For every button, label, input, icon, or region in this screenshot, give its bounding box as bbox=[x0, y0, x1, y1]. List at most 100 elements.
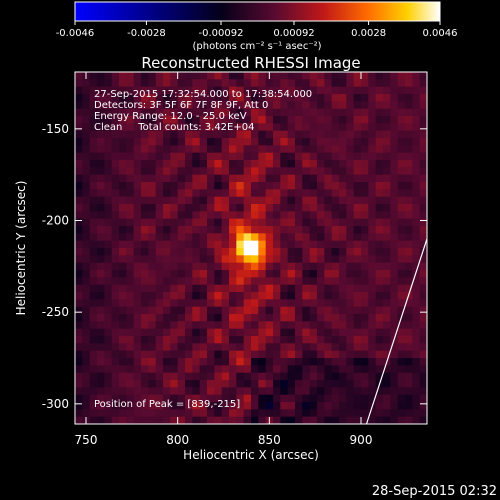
heatmap-cell bbox=[133, 409, 142, 418]
heatmap-cell bbox=[199, 211, 208, 220]
y-axis-ticks: -150-200-250-300 bbox=[42, 122, 427, 411]
heatmap-cell bbox=[207, 365, 215, 374]
heatmap-cell bbox=[258, 218, 267, 227]
heatmap-cell bbox=[133, 240, 142, 249]
heatmap-cell bbox=[412, 108, 421, 117]
heatmap-cell bbox=[390, 167, 399, 176]
heatmap-cell bbox=[339, 196, 347, 205]
heatmap-cell bbox=[368, 321, 377, 330]
heatmap-cell bbox=[251, 174, 259, 183]
heatmap-cell bbox=[89, 108, 98, 117]
heatmap-cell bbox=[317, 211, 325, 220]
heatmap-cell bbox=[265, 380, 274, 388]
heatmap-cell bbox=[346, 233, 355, 242]
heatmap-cell bbox=[104, 328, 113, 337]
heatmap-cell bbox=[163, 101, 171, 110]
heatmap-cell bbox=[273, 108, 281, 117]
heatmap-cell bbox=[207, 160, 215, 168]
heatmap-cell bbox=[273, 123, 281, 132]
heatmap-cell bbox=[119, 189, 127, 198]
heatmap-cell bbox=[324, 284, 333, 293]
heatmap-cell bbox=[405, 358, 413, 366]
heatmap-cell bbox=[302, 277, 311, 286]
heatmap-cell bbox=[265, 226, 274, 234]
heatmap-cell bbox=[331, 86, 340, 95]
heatmap-cell bbox=[97, 145, 105, 154]
heatmap-cell bbox=[331, 402, 340, 410]
heatmap-cell bbox=[243, 292, 252, 300]
heatmap-cell bbox=[353, 306, 362, 315]
heatmap-cell bbox=[148, 226, 157, 234]
heatmap-cell bbox=[302, 123, 311, 132]
heatmap-cell bbox=[368, 416, 377, 424]
heatmap-cell bbox=[170, 138, 179, 146]
heatmap-cell bbox=[251, 233, 259, 242]
heatmap-cell bbox=[126, 336, 135, 344]
heatmap-cell bbox=[155, 402, 164, 410]
heatmap-cell bbox=[295, 270, 303, 278]
heatmap-cell bbox=[221, 94, 230, 102]
heatmap-cell bbox=[148, 108, 157, 117]
heatmap-cell bbox=[346, 174, 355, 183]
heatmap-cell bbox=[177, 336, 186, 344]
heatmap-cell bbox=[126, 138, 135, 146]
heatmap-cell bbox=[236, 196, 245, 205]
heatmap-cell bbox=[302, 94, 311, 102]
heatmap-cell bbox=[331, 343, 340, 352]
heatmap-cell bbox=[368, 86, 377, 95]
heatmap-cell bbox=[207, 101, 215, 110]
heatmap-cell bbox=[243, 270, 252, 278]
heatmap-cell bbox=[155, 306, 164, 315]
heatmap-cell bbox=[375, 365, 384, 374]
heatmap-cell bbox=[104, 387, 113, 396]
heatmap-cell bbox=[192, 240, 201, 249]
heatmap-cell bbox=[295, 402, 303, 410]
heatmap-cell bbox=[221, 380, 230, 388]
heatmap-cell bbox=[177, 138, 186, 146]
heatmap-cell bbox=[368, 101, 377, 110]
heatmap-cell bbox=[126, 189, 135, 198]
heatmap-cell bbox=[295, 145, 303, 154]
heatmap-cell bbox=[207, 402, 215, 410]
heatmap-cell bbox=[155, 116, 164, 124]
heatmap-cell bbox=[111, 145, 120, 154]
heatmap-cell bbox=[280, 240, 289, 249]
heatmap-cell bbox=[324, 189, 333, 198]
heatmap-cell bbox=[405, 86, 413, 95]
heatmap-cell bbox=[97, 402, 105, 410]
heatmap-cell bbox=[324, 160, 333, 168]
heatmap-cell bbox=[199, 328, 208, 337]
heatmap-cell bbox=[163, 343, 171, 352]
heatmap-cell bbox=[236, 255, 245, 264]
heatmap-cell bbox=[375, 72, 384, 80]
heatmap-cell bbox=[75, 72, 83, 80]
heatmap-cell bbox=[353, 321, 362, 330]
heatmap-cell bbox=[287, 145, 296, 154]
heatmap-cell bbox=[75, 94, 83, 102]
heatmap-cell bbox=[126, 123, 135, 132]
heatmap-cell bbox=[339, 204, 347, 212]
heatmap-cell bbox=[397, 138, 406, 146]
heatmap-cell bbox=[368, 226, 377, 234]
heatmap-cell bbox=[346, 350, 355, 359]
heatmap-cell bbox=[207, 284, 215, 293]
heatmap-cell bbox=[148, 145, 157, 154]
heatmap-cell bbox=[163, 86, 171, 95]
heatmap-cell bbox=[375, 108, 384, 117]
heatmap-cell bbox=[258, 394, 267, 403]
heatmap-cell bbox=[419, 387, 427, 396]
heatmap-cell bbox=[287, 94, 296, 102]
heatmap-cell bbox=[170, 174, 179, 183]
heatmap-cell bbox=[236, 152, 245, 161]
heatmap-cell bbox=[89, 240, 98, 249]
heatmap-cell bbox=[82, 204, 91, 212]
heatmap-cell bbox=[361, 94, 369, 102]
heatmap-cell bbox=[148, 358, 157, 366]
heatmap-cell bbox=[302, 328, 311, 337]
heatmap-cell bbox=[163, 402, 171, 410]
heatmap-cell bbox=[346, 182, 355, 190]
heatmap-cell bbox=[251, 277, 259, 286]
heatmap-cell bbox=[280, 226, 289, 234]
heatmap-cell bbox=[368, 394, 377, 403]
heatmap-cell bbox=[207, 167, 215, 176]
